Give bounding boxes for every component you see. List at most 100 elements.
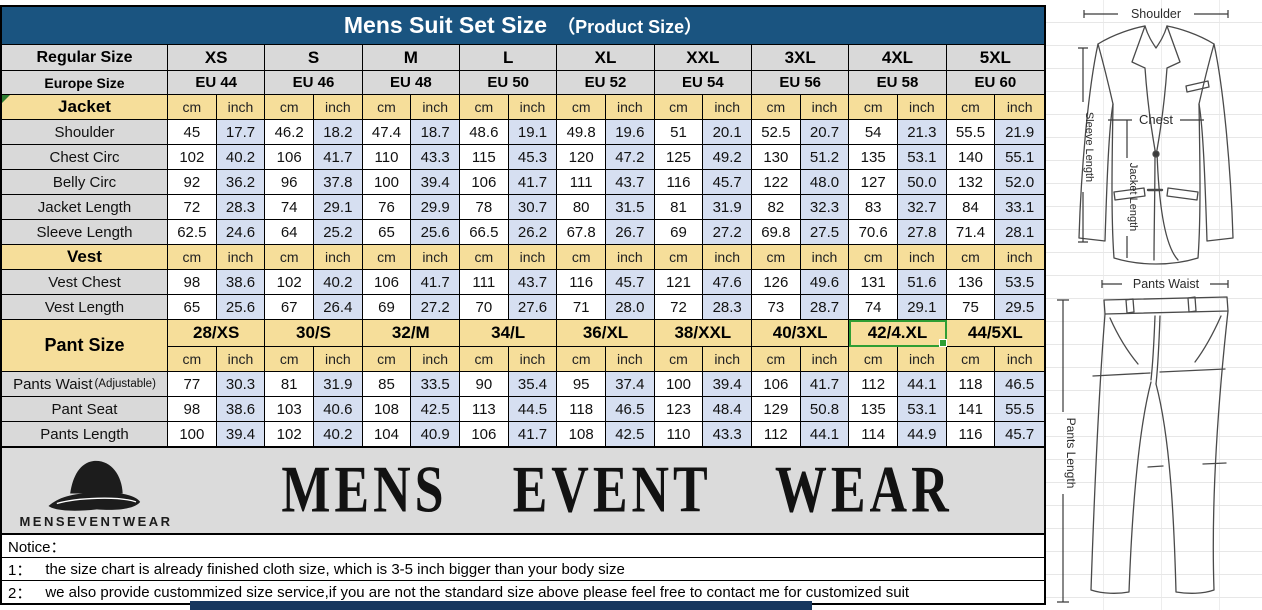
value-cell-cm: 126	[752, 270, 801, 295]
value-cell-inch: 55.1	[995, 145, 1044, 170]
table-row: Belly Circ 92 36.2 96 37.8 100 39.4 106 41.7 111 4…	[2, 170, 1044, 195]
value-cell-inch: 17.7	[216, 120, 266, 145]
value-cell-cm: 51	[654, 120, 704, 145]
value-cell-cm: 112	[849, 372, 898, 397]
unit-cm-label: cm	[362, 245, 412, 270]
jacket-measurement-diagram: Shoulder Chest Jacket Length	[1078, 7, 1234, 265]
value-cell-inch: 44.5	[508, 397, 558, 422]
unit-inch-label: inch	[508, 95, 558, 120]
value-cell-inch: 53.1	[898, 145, 947, 170]
value-cell-inch: 52.0	[995, 170, 1044, 195]
size-header: S	[265, 45, 363, 71]
value-cell-inch: 43.7	[508, 270, 558, 295]
unit-inch-label: inch	[995, 95, 1044, 120]
unit-inch-label: inch	[216, 245, 266, 270]
value-cell-inch: 39.4	[216, 422, 266, 447]
row-label-suffix: (Adjustable)	[94, 378, 156, 390]
value-cell-cm: 78	[460, 195, 509, 220]
unit-cm-label: cm	[168, 245, 217, 270]
size-header: 5XL	[946, 45, 1044, 71]
value-cell-cm: 100	[362, 170, 412, 195]
unit-inch-label: inch	[508, 347, 558, 372]
europe-size-row-label: Europe Size	[2, 71, 168, 95]
value-cell-inch: 51.6	[898, 270, 947, 295]
value-cell-cm: 131	[849, 270, 898, 295]
size-header: M	[362, 45, 460, 71]
value-cell-cm: 103	[265, 397, 314, 422]
value-cell-cm: 65	[362, 220, 412, 245]
unit-inch-label: inch	[411, 95, 460, 120]
jacket-outline	[1078, 25, 1234, 265]
europe-size-header: EU 48	[362, 71, 460, 95]
value-cell-cm: 130	[752, 145, 801, 170]
value-cell-inch: 47.6	[703, 270, 752, 295]
pants-outline	[1090, 296, 1229, 594]
bottom-partial-band	[190, 601, 812, 610]
value-cell-cm: 106	[460, 170, 509, 195]
value-cell-inch: 31.5	[606, 195, 655, 220]
measurement-row-label: Chest Circ	[2, 145, 168, 170]
unit-inch-label: inch	[898, 245, 947, 270]
value-cell-inch: 45.7	[606, 270, 655, 295]
value-cell-cm: 67.8	[557, 220, 606, 245]
value-cell-inch: 44.1	[800, 422, 850, 447]
unit-cm-label: cm	[654, 95, 704, 120]
value-cell-cm: 73	[752, 295, 801, 320]
value-cell-cm: 85	[362, 372, 412, 397]
value-cell-inch: 40.2	[216, 145, 266, 170]
value-cell-inch: 30.7	[508, 195, 558, 220]
value-cell-inch: 51.2	[800, 145, 850, 170]
brand-logo: MENSEVENTWEAR	[2, 453, 190, 529]
value-cell-inch: 29.1	[314, 195, 363, 220]
unit-inch-label: inch	[995, 245, 1044, 270]
pant-size-header: 32/M	[362, 320, 460, 347]
table-row: Chest Circ 102 40.2 106 41.7 110 43.3 115 45.3 12…	[2, 145, 1044, 170]
value-cell-inch: 47.2	[606, 145, 655, 170]
unit-inch-label: inch	[703, 95, 752, 120]
brand-banner: MENSEVENTWEAR MENS EVENT WEAR	[2, 447, 1044, 535]
pant-size-header: 30/S	[265, 320, 363, 347]
pant-size-header: 36/XL	[557, 320, 655, 347]
value-cell-cm: 69.8	[752, 220, 801, 245]
value-cell-inch: 28.0	[606, 295, 655, 320]
value-cell-cm: 69	[362, 295, 412, 320]
value-cell-cm: 108	[557, 422, 606, 447]
unit-inch-label: inch	[508, 245, 558, 270]
unit-cm-label: cm	[752, 245, 801, 270]
value-cell-inch: 41.7	[314, 145, 363, 170]
value-cell-cm: 112	[752, 422, 801, 447]
selected-cell: 42/4.XL	[849, 320, 947, 347]
value-cell-inch: 19.1	[508, 120, 558, 145]
value-cell-inch: 40.2	[314, 270, 363, 295]
value-cell-cm: 100	[654, 372, 704, 397]
europe-size-header: EU 54	[654, 71, 752, 95]
value-cell-cm: 84	[946, 195, 996, 220]
value-cell-inch: 27.2	[411, 295, 460, 320]
shoulder-label: Shoulder	[1131, 7, 1181, 21]
value-cell-cm: 72	[168, 195, 217, 220]
unit-cm-label: cm	[265, 95, 314, 120]
unit-cm-label: cm	[362, 347, 412, 372]
unit-inch-label: inch	[606, 347, 655, 372]
pant-size-header: 38/XXL	[654, 320, 752, 347]
value-cell-cm: 100	[168, 422, 217, 447]
value-cell-inch: 50.0	[898, 170, 947, 195]
unit-cm-label: cm	[946, 95, 996, 120]
value-cell-cm: 106	[752, 372, 801, 397]
value-cell-cm: 92	[168, 170, 217, 195]
value-cell-cm: 54	[849, 120, 898, 145]
value-cell-cm: 65	[168, 295, 217, 320]
value-cell-cm: 45	[168, 120, 217, 145]
unit-cm-label: cm	[946, 245, 996, 270]
notice-line-1: 1： the size chart is already finished cl…	[2, 558, 1044, 581]
unit-cm-label: cm	[946, 347, 996, 372]
spreadsheet-gridlines	[1046, 0, 1262, 610]
table-row: Regular Size XS S M L XL XXL 3XL 4XL 5XL	[2, 45, 1044, 71]
notice-text-1: the size chart is already finished cloth…	[45, 560, 625, 578]
value-cell-inch: 20.1	[703, 120, 752, 145]
value-cell-inch: 49.2	[703, 145, 752, 170]
measurement-row-label: Shoulder	[2, 120, 168, 145]
unit-cm-label: cm	[752, 347, 801, 372]
value-cell-inch: 48.0	[800, 170, 850, 195]
value-cell-cm: 98	[168, 397, 217, 422]
